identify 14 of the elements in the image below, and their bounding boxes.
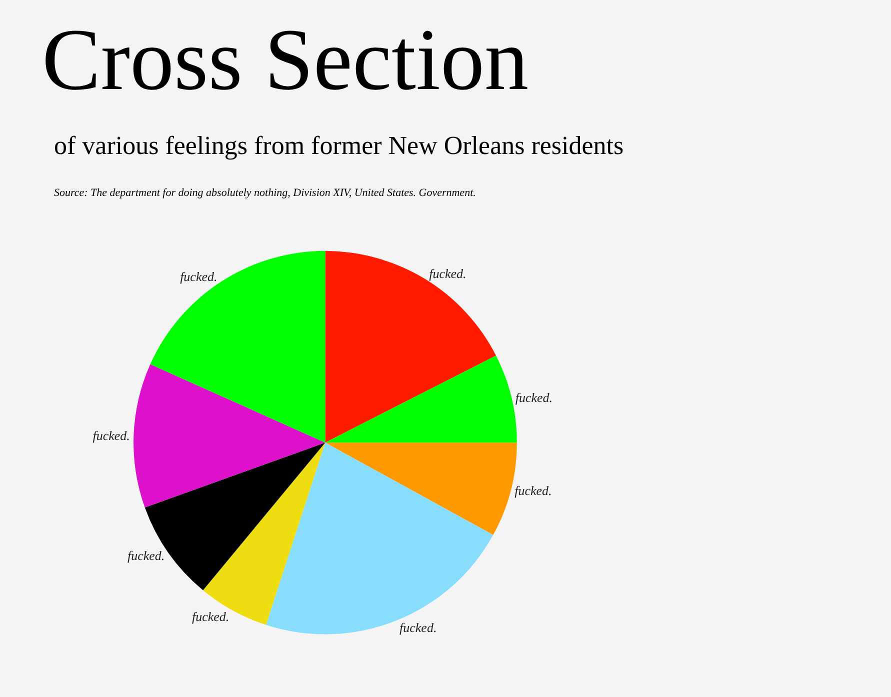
chart-subtitle: of various feelings from former New Orleans residents (54, 131, 624, 160)
pie-slice (325, 250, 496, 443)
chart-title: Cross Section (42, 12, 528, 109)
pie-slice (266, 442, 494, 634)
slice-label: fucked. (127, 548, 165, 563)
pie-slice (134, 364, 326, 508)
slice-label: fucked. (92, 428, 130, 443)
slice-label: fucked. (400, 620, 437, 635)
slice-label: fucked. (515, 390, 553, 405)
slice-label: fucked. (180, 268, 218, 284)
slice-label: fucked. (514, 483, 552, 498)
slice-label: fucked. (429, 266, 466, 282)
slice-label: fucked. (192, 608, 230, 624)
source-note: Source: The department for doing absolutely nothing, Division XIV, United States. Government. (54, 187, 476, 199)
